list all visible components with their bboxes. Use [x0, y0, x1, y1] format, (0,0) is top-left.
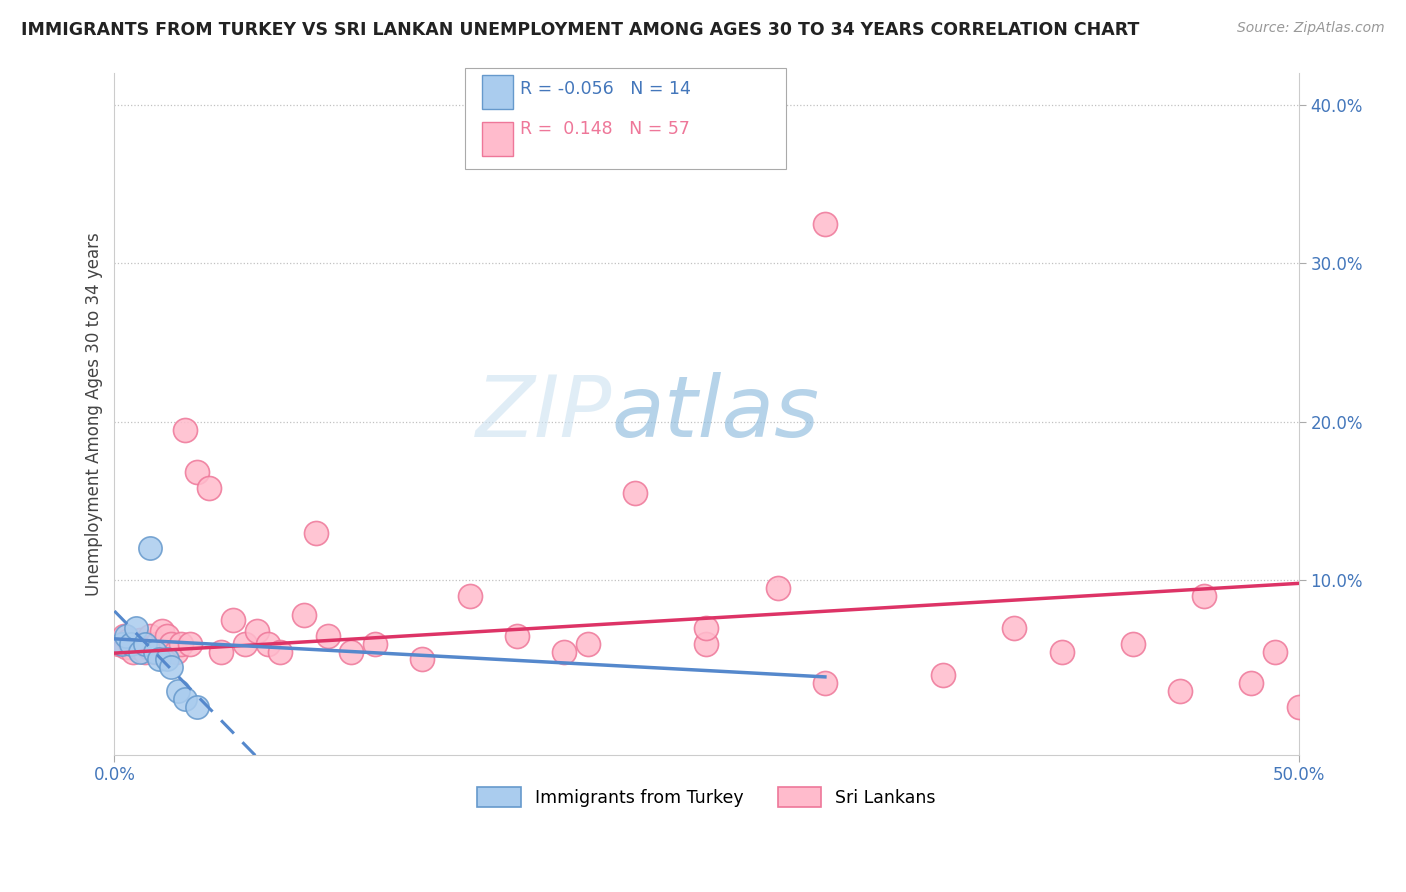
- Point: [1002, 621, 1025, 635]
- Point: [292, 608, 315, 623]
- Point: [143, 644, 166, 658]
- Point: [245, 624, 267, 638]
- Point: [155, 629, 177, 643]
- Point: [115, 629, 138, 643]
- Point: [170, 637, 193, 651]
- Point: [115, 640, 138, 654]
- Point: [209, 644, 232, 658]
- Text: R =  0.148   N = 57: R = 0.148 N = 57: [520, 120, 690, 138]
- Point: [695, 621, 717, 635]
- Point: [695, 637, 717, 651]
- Point: [458, 589, 481, 603]
- Point: [269, 644, 291, 658]
- Point: [814, 217, 837, 231]
- Point: [136, 640, 159, 654]
- Point: [112, 629, 135, 643]
- Point: [1122, 637, 1144, 651]
- Point: [125, 621, 148, 635]
- Point: [932, 668, 955, 682]
- Point: [146, 637, 169, 651]
- Point: [110, 637, 132, 651]
- Point: [1168, 684, 1191, 698]
- Y-axis label: Unemployment Among Ages 30 to 34 years: Unemployment Among Ages 30 to 34 years: [86, 232, 103, 596]
- Point: [1192, 589, 1215, 603]
- Point: [117, 633, 139, 648]
- Point: [1240, 676, 1263, 690]
- Text: ZIP: ZIP: [475, 372, 612, 455]
- Point: [174, 692, 197, 706]
- Point: [122, 644, 145, 658]
- Point: [316, 629, 339, 643]
- Point: [150, 624, 173, 638]
- Text: R = -0.056   N = 14: R = -0.056 N = 14: [520, 80, 692, 98]
- Point: [127, 640, 149, 654]
- Text: IMMIGRANTS FROM TURKEY VS SRI LANKAN UNEMPLOYMENT AMONG AGES 30 TO 34 YEARS CORR: IMMIGRANTS FROM TURKEY VS SRI LANKAN UNE…: [21, 21, 1139, 38]
- Point: [1264, 644, 1286, 658]
- Point: [108, 637, 131, 651]
- Point: [129, 633, 152, 648]
- Point: [165, 644, 187, 658]
- Point: [139, 541, 162, 556]
- Point: [766, 581, 789, 595]
- Point: [174, 423, 197, 437]
- Point: [141, 640, 163, 654]
- Point: [160, 637, 183, 651]
- Point: [143, 644, 166, 658]
- Point: [1288, 700, 1310, 714]
- Point: [305, 525, 328, 540]
- Point: [132, 637, 155, 651]
- Point: [411, 652, 433, 666]
- Point: [120, 637, 142, 651]
- Point: [222, 613, 245, 627]
- Point: [134, 637, 156, 651]
- Point: [148, 652, 170, 666]
- Text: Source: ZipAtlas.com: Source: ZipAtlas.com: [1237, 21, 1385, 35]
- Point: [148, 644, 170, 658]
- Point: [364, 637, 387, 651]
- Point: [134, 644, 156, 658]
- Point: [576, 637, 599, 651]
- Point: [257, 637, 280, 651]
- Point: [553, 644, 575, 658]
- Point: [186, 700, 208, 714]
- Point: [125, 637, 148, 651]
- Point: [155, 652, 177, 666]
- Point: [340, 644, 363, 658]
- Point: [198, 481, 221, 495]
- Point: [1050, 644, 1073, 658]
- Text: atlas: atlas: [612, 372, 820, 455]
- Point: [186, 466, 208, 480]
- Point: [160, 660, 183, 674]
- Point: [624, 486, 647, 500]
- Point: [139, 629, 162, 643]
- Point: [179, 637, 201, 651]
- Point: [814, 676, 837, 690]
- Point: [129, 644, 152, 658]
- Point: [506, 629, 529, 643]
- Legend: Immigrants from Turkey, Sri Lankans: Immigrants from Turkey, Sri Lankans: [471, 780, 942, 814]
- Point: [120, 640, 142, 654]
- Point: [167, 684, 190, 698]
- Point: [233, 637, 256, 651]
